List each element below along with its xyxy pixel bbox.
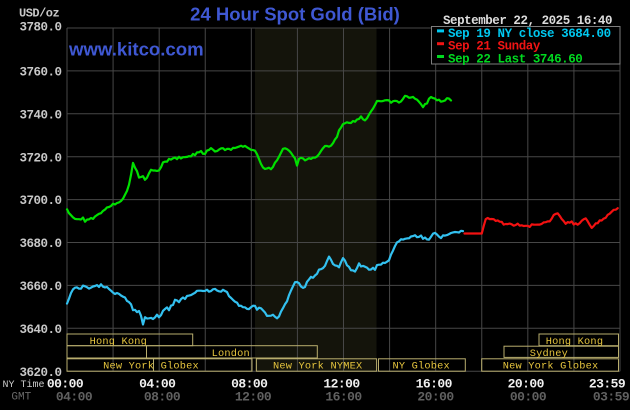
svg-text:00:00: 00:00 — [47, 377, 84, 392]
svg-text:12:00: 12:00 — [235, 389, 272, 404]
svg-text:NY Globex: NY Globex — [392, 361, 449, 373]
svg-text:3700.0: 3700.0 — [19, 194, 61, 208]
svg-text:Hong Kong: Hong Kong — [546, 336, 603, 348]
svg-text:04:00: 04:00 — [56, 389, 93, 404]
svg-text:www.kitco.com: www.kitco.com — [68, 39, 204, 60]
svg-text:3640.0: 3640.0 — [19, 323, 61, 337]
svg-text:08:00: 08:00 — [144, 389, 181, 404]
svg-text:08:00: 08:00 — [231, 377, 268, 392]
svg-text:3620.0: 3620.0 — [19, 366, 61, 380]
svg-text:New York Globex: New York Globex — [103, 361, 199, 373]
svg-text:12:00: 12:00 — [323, 377, 360, 392]
svg-text:New York Globex: New York Globex — [503, 361, 599, 373]
svg-text:16:00: 16:00 — [416, 377, 453, 392]
svg-text:Hong Kong: Hong Kong — [90, 336, 147, 348]
svg-text:20:00: 20:00 — [417, 389, 454, 404]
svg-text:NY Time: NY Time — [3, 379, 45, 391]
svg-text:Sep 21 Sunday: Sep 21 Sunday — [448, 40, 541, 54]
svg-text:September 22, 2025 16:40: September 22, 2025 16:40 — [443, 14, 612, 28]
svg-text:3720.0: 3720.0 — [19, 151, 61, 165]
svg-text:USD/oz: USD/oz — [19, 7, 60, 21]
svg-text:GMT: GMT — [11, 391, 31, 403]
svg-text:Sydney: Sydney — [530, 348, 568, 360]
svg-text:3760.0: 3760.0 — [19, 66, 61, 80]
svg-text:03:59: 03:59 — [593, 389, 630, 404]
svg-text:Sep 22 Last 3746.60: Sep 22 Last 3746.60 — [448, 52, 582, 66]
svg-text:3780.0: 3780.0 — [19, 21, 61, 35]
svg-text:New York NYMEX: New York NYMEX — [273, 361, 362, 373]
svg-text:24 Hour Spot Gold (Bid): 24 Hour Spot Gold (Bid) — [190, 3, 400, 24]
svg-text:Sep 19 NY close 3684.00: Sep 19 NY close 3684.00 — [448, 27, 611, 41]
svg-text:00:00: 00:00 — [510, 389, 547, 404]
svg-text:3680.0: 3680.0 — [19, 237, 61, 251]
svg-text:London: London — [212, 348, 250, 360]
svg-text:20:00: 20:00 — [508, 377, 545, 392]
svg-text:04:00: 04:00 — [139, 377, 176, 392]
svg-text:23:59: 23:59 — [589, 377, 626, 392]
svg-text:3740.0: 3740.0 — [19, 108, 61, 122]
svg-text:3660.0: 3660.0 — [19, 280, 61, 294]
svg-text:16:00: 16:00 — [325, 389, 362, 404]
